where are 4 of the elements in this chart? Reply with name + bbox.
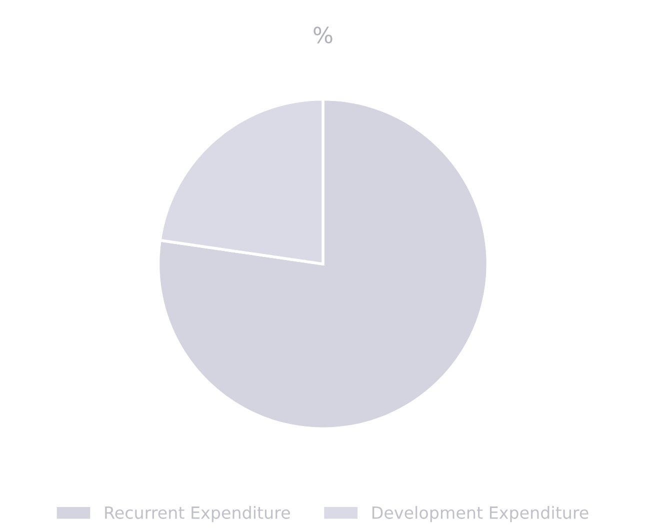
chart-title: %: [314, 26, 332, 44]
legend-label: Recurrent Expenditure: [105, 506, 290, 522]
pie-slice: [156, 98, 490, 430]
legend-label: Development Expenditure: [372, 506, 588, 522]
